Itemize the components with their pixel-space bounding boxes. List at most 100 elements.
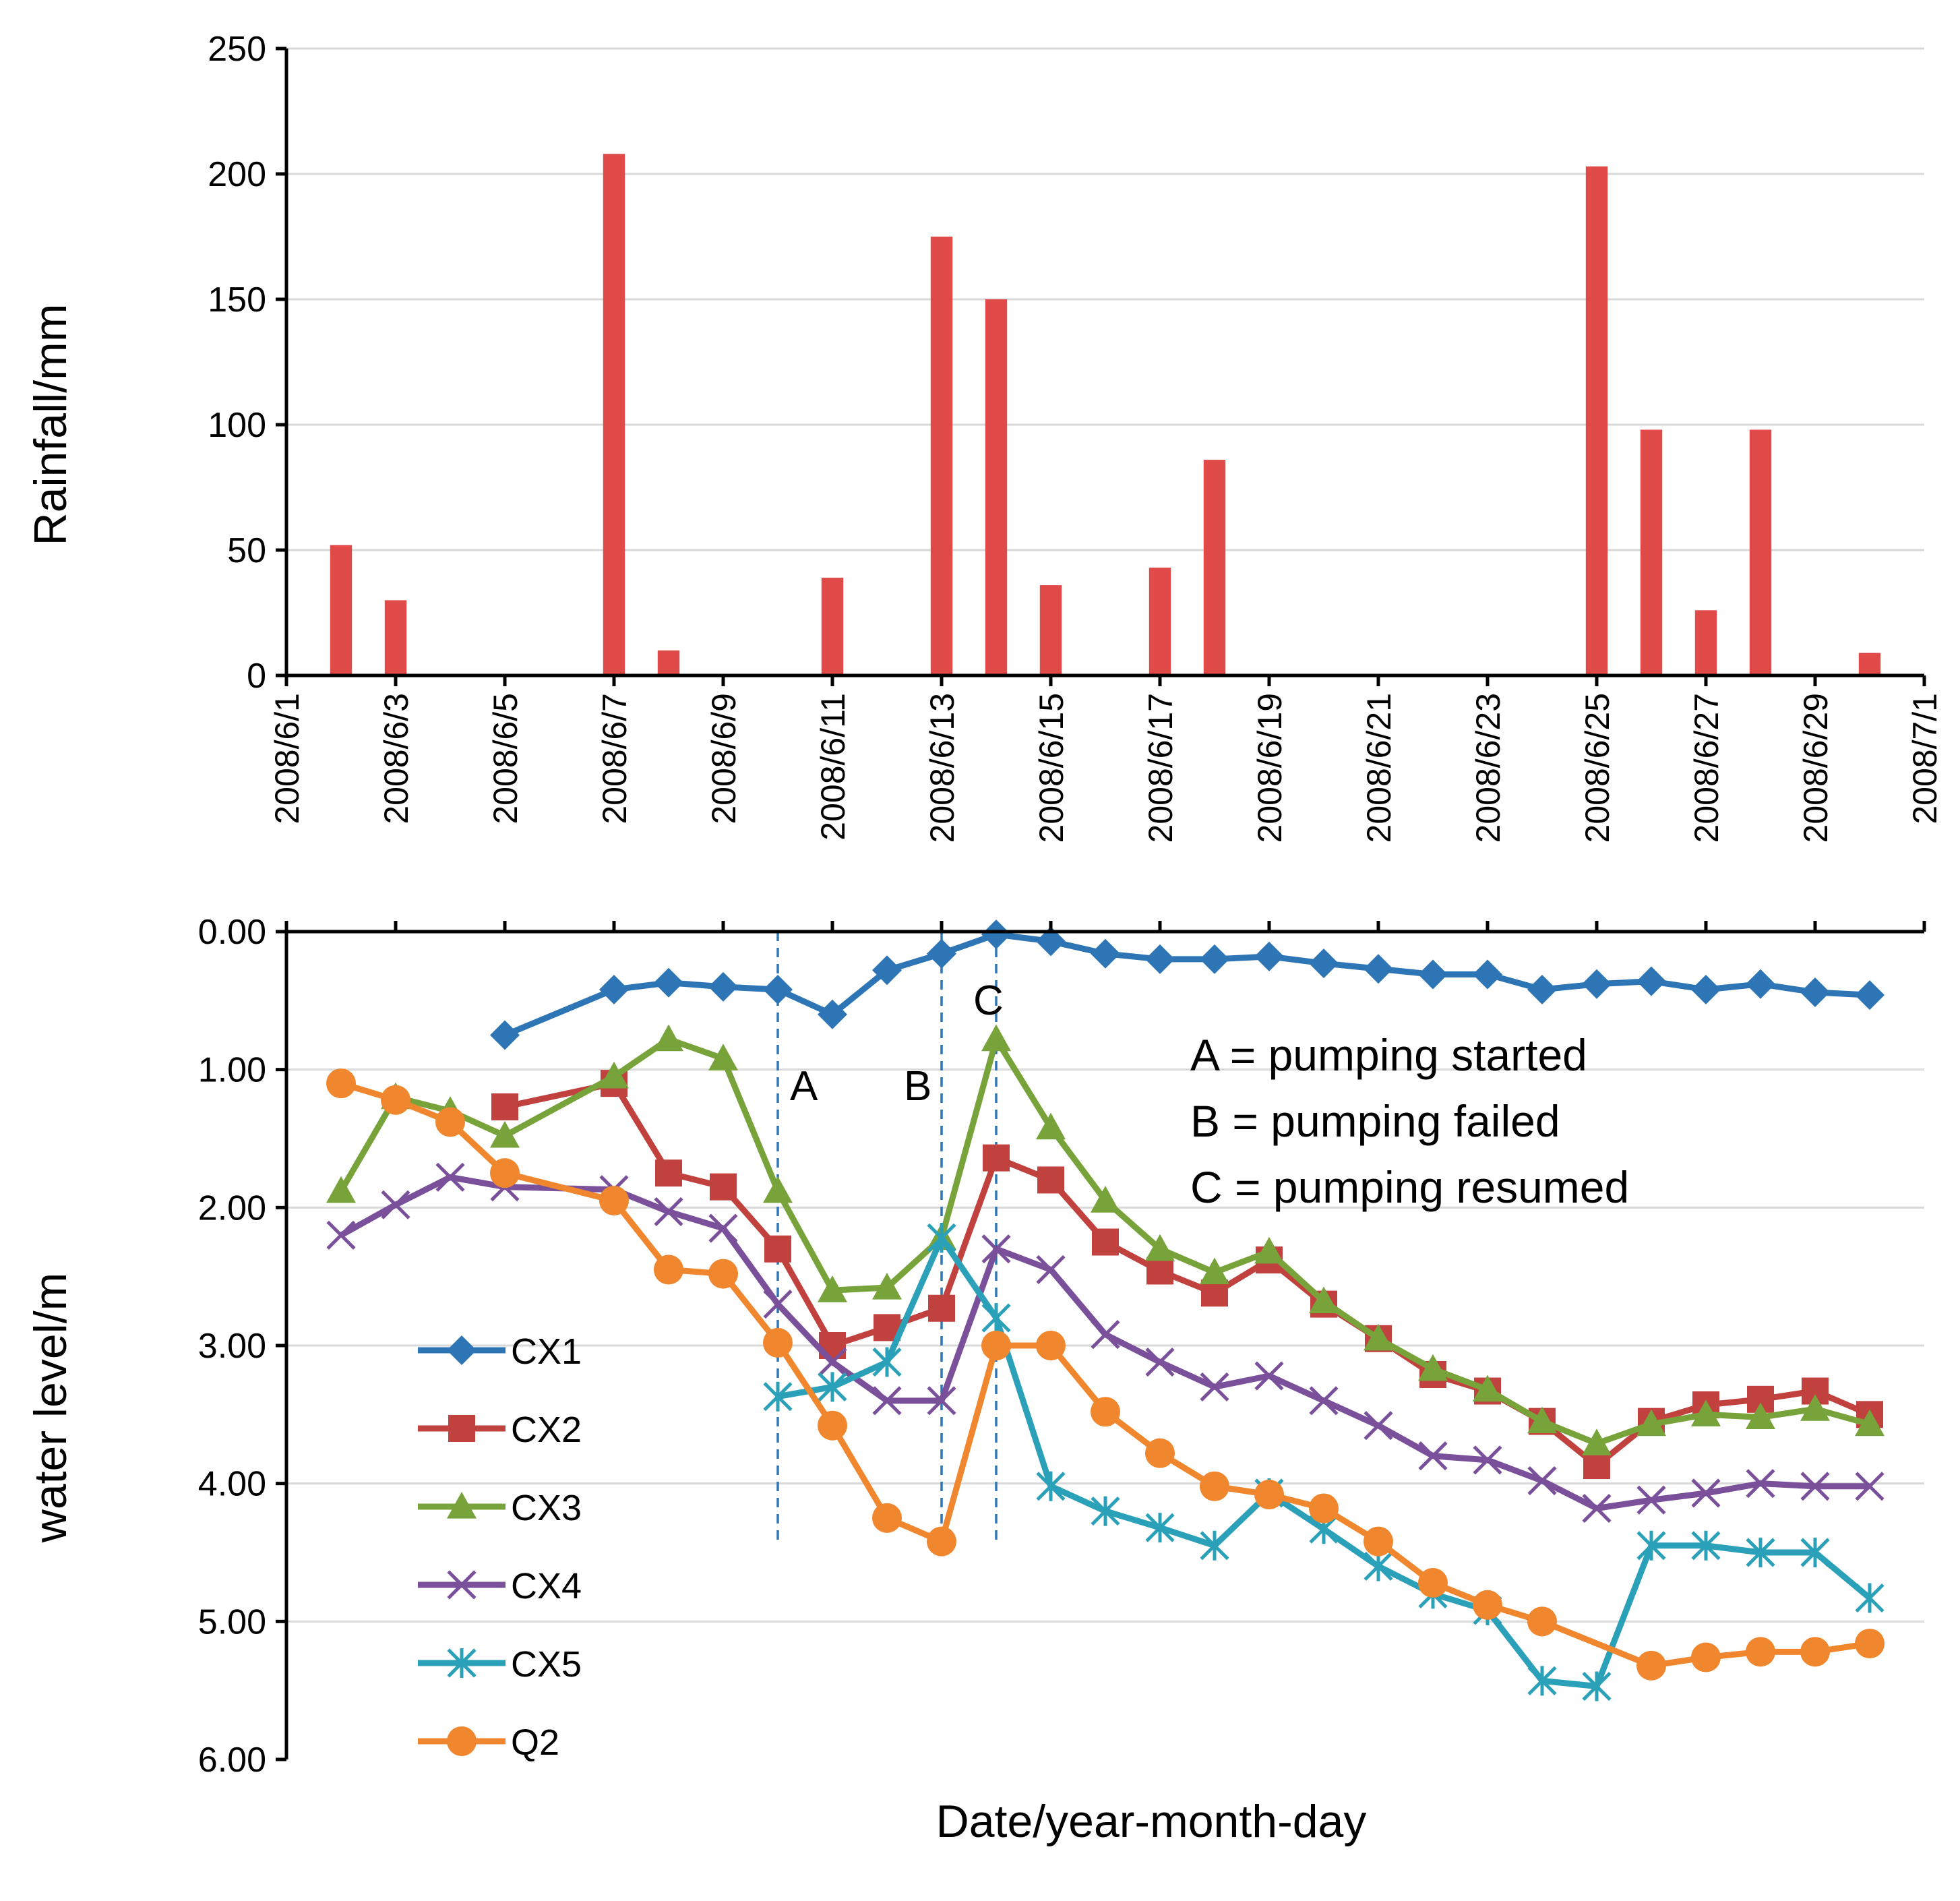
cx5-point bbox=[1364, 1551, 1393, 1581]
cx2-point bbox=[491, 1093, 518, 1120]
cx3-point bbox=[654, 1024, 683, 1052]
legend-label: CX2 bbox=[511, 1410, 582, 1450]
water-level-y-tick-label: 3.00 bbox=[198, 1327, 266, 1366]
cx1-point bbox=[1691, 974, 1721, 1004]
cx1-point bbox=[1855, 980, 1885, 1010]
q2-point bbox=[1636, 1650, 1666, 1681]
cx4-point bbox=[1309, 1386, 1339, 1416]
cx4-point bbox=[1091, 1320, 1120, 1350]
q2-point bbox=[763, 1327, 793, 1358]
cx3-point bbox=[1636, 1409, 1666, 1437]
cx1-point bbox=[1364, 954, 1393, 984]
annotation-a-meaning: A = pumping started bbox=[1190, 1030, 1587, 1080]
q2-point bbox=[708, 1259, 738, 1289]
event-letter-a: A bbox=[790, 1063, 818, 1110]
cx1-point bbox=[927, 938, 956, 969]
cx2-point bbox=[655, 1159, 682, 1187]
cx1-point bbox=[1527, 974, 1557, 1004]
cx4-point bbox=[708, 1213, 738, 1243]
q2-point bbox=[818, 1410, 847, 1441]
x-tick-label: 2008/6/11 bbox=[814, 693, 852, 841]
cx4-point bbox=[326, 1220, 356, 1250]
cx1-point bbox=[1036, 926, 1066, 957]
rainfall-y-tick-label: 150 bbox=[208, 280, 266, 320]
rainfall-axis-title: Rainfall/mm bbox=[25, 304, 76, 546]
q2-point bbox=[1200, 1471, 1229, 1501]
q2-point bbox=[981, 1331, 1011, 1360]
cx1-point bbox=[1145, 944, 1175, 974]
legend-swatch-marker bbox=[447, 1570, 477, 1600]
legend-label: CX4 bbox=[511, 1566, 582, 1606]
cx4-point bbox=[435, 1162, 465, 1192]
water-level-y-tick-label: 0.00 bbox=[198, 913, 266, 952]
cx3-line bbox=[338, 1036, 1871, 1447]
cx3-point bbox=[872, 1273, 902, 1300]
water-level-y-tick-label: 5.00 bbox=[198, 1602, 266, 1641]
cx1-point bbox=[1746, 969, 1775, 999]
water-level-y-tick-label: 6.00 bbox=[198, 1741, 266, 1780]
legend-swatch-marker bbox=[447, 1492, 477, 1519]
cx4-line bbox=[339, 1174, 1870, 1512]
q2-point bbox=[927, 1526, 956, 1557]
rainfall-y-tick-label: 200 bbox=[208, 155, 266, 194]
series-legend: CX1 CX2 CX3 CX4 CX5 Q2 bbox=[418, 1331, 582, 1763]
q2-point bbox=[1418, 1568, 1448, 1598]
x-tick-label: 2008/6/29 bbox=[1797, 693, 1835, 843]
cx5-point bbox=[1091, 1496, 1120, 1526]
cx2-point bbox=[1583, 1452, 1610, 1480]
cx3-point bbox=[599, 1061, 629, 1089]
cx1-point bbox=[1473, 959, 1502, 990]
cx3-point bbox=[763, 1176, 793, 1203]
rainfall-bar bbox=[330, 545, 353, 675]
water-level-y-tick-label: 4.00 bbox=[198, 1465, 266, 1504]
rainfall-y-tick-label: 250 bbox=[208, 30, 266, 69]
rainfall-bar bbox=[1203, 460, 1226, 675]
cx3-point bbox=[1145, 1234, 1175, 1261]
cx2-point bbox=[983, 1144, 1010, 1172]
cx5-point bbox=[1036, 1471, 1066, 1501]
legend-swatch-marker bbox=[448, 1415, 475, 1442]
tick-labels: 0 50 100 150 200 250 0.00 1.00 2.00 3.00 4.00 5.00 6… bbox=[198, 30, 1944, 1780]
cx3-point bbox=[1800, 1394, 1830, 1421]
cx5-point bbox=[981, 1303, 1011, 1333]
cx5-point bbox=[1855, 1583, 1885, 1613]
cx3-point bbox=[1855, 1409, 1885, 1437]
x-tick-label: 2008/6/21 bbox=[1360, 693, 1398, 843]
x-tick-label: 2008/6/23 bbox=[1469, 693, 1507, 843]
cx4-point bbox=[381, 1190, 410, 1219]
legend-item-cx5: CX5 bbox=[418, 1644, 582, 1685]
x-tick-label: 2008/6/15 bbox=[1033, 693, 1070, 843]
legend-swatch-marker bbox=[447, 1648, 477, 1678]
cx4-point bbox=[1746, 1469, 1775, 1499]
cx4-point bbox=[763, 1290, 793, 1319]
q2-point bbox=[1855, 1629, 1885, 1659]
event-letter-c: C bbox=[973, 977, 1004, 1024]
cx2-point bbox=[1037, 1166, 1064, 1194]
rainfall-bar bbox=[1585, 166, 1608, 676]
x-tick-label: 2008/6/9 bbox=[705, 693, 743, 824]
cx2-point bbox=[928, 1294, 955, 1322]
rainfall-bar bbox=[821, 577, 844, 675]
q2-point bbox=[1800, 1637, 1830, 1667]
rainfall-bar bbox=[657, 650, 680, 675]
cx4-point bbox=[1254, 1361, 1284, 1391]
rainfall-bar bbox=[1039, 585, 1062, 675]
cx4-point bbox=[1800, 1472, 1830, 1501]
cx4-point bbox=[1418, 1441, 1448, 1471]
x-tick-label: 2008/6/7 bbox=[596, 693, 634, 824]
event-letter-b: B bbox=[904, 1063, 931, 1110]
q2-point bbox=[1473, 1590, 1502, 1620]
rainfall-y-tick-label: 0 bbox=[247, 657, 266, 696]
cx3-point bbox=[708, 1044, 738, 1070]
cx3-point bbox=[490, 1120, 520, 1148]
legend-item-q2: Q2 bbox=[418, 1722, 559, 1763]
cx3-point bbox=[1527, 1406, 1557, 1434]
water-level-series bbox=[326, 919, 1885, 1701]
legend-item-cx1: CX1 bbox=[418, 1331, 582, 1372]
cx3-point bbox=[1091, 1186, 1120, 1213]
rainfall-bar bbox=[1640, 429, 1663, 675]
cx2-point bbox=[1092, 1228, 1119, 1256]
cx5-point bbox=[927, 1223, 956, 1253]
q2-point bbox=[1691, 1642, 1721, 1672]
